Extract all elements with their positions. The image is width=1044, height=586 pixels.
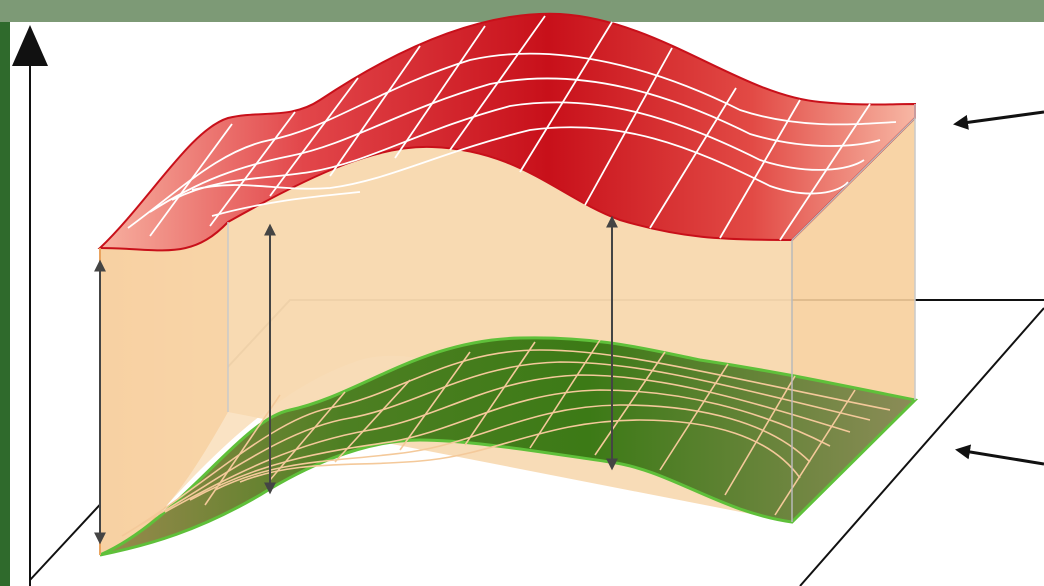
left-strip [0,22,10,586]
left-arrow-icon [953,110,1044,130]
left-arrow-icon [955,444,1044,466]
up-arrow-icon [12,25,48,66]
top-right-edge [791,117,916,241]
thickness-arrows [94,215,618,545]
top-surface-grid [127,15,897,241]
